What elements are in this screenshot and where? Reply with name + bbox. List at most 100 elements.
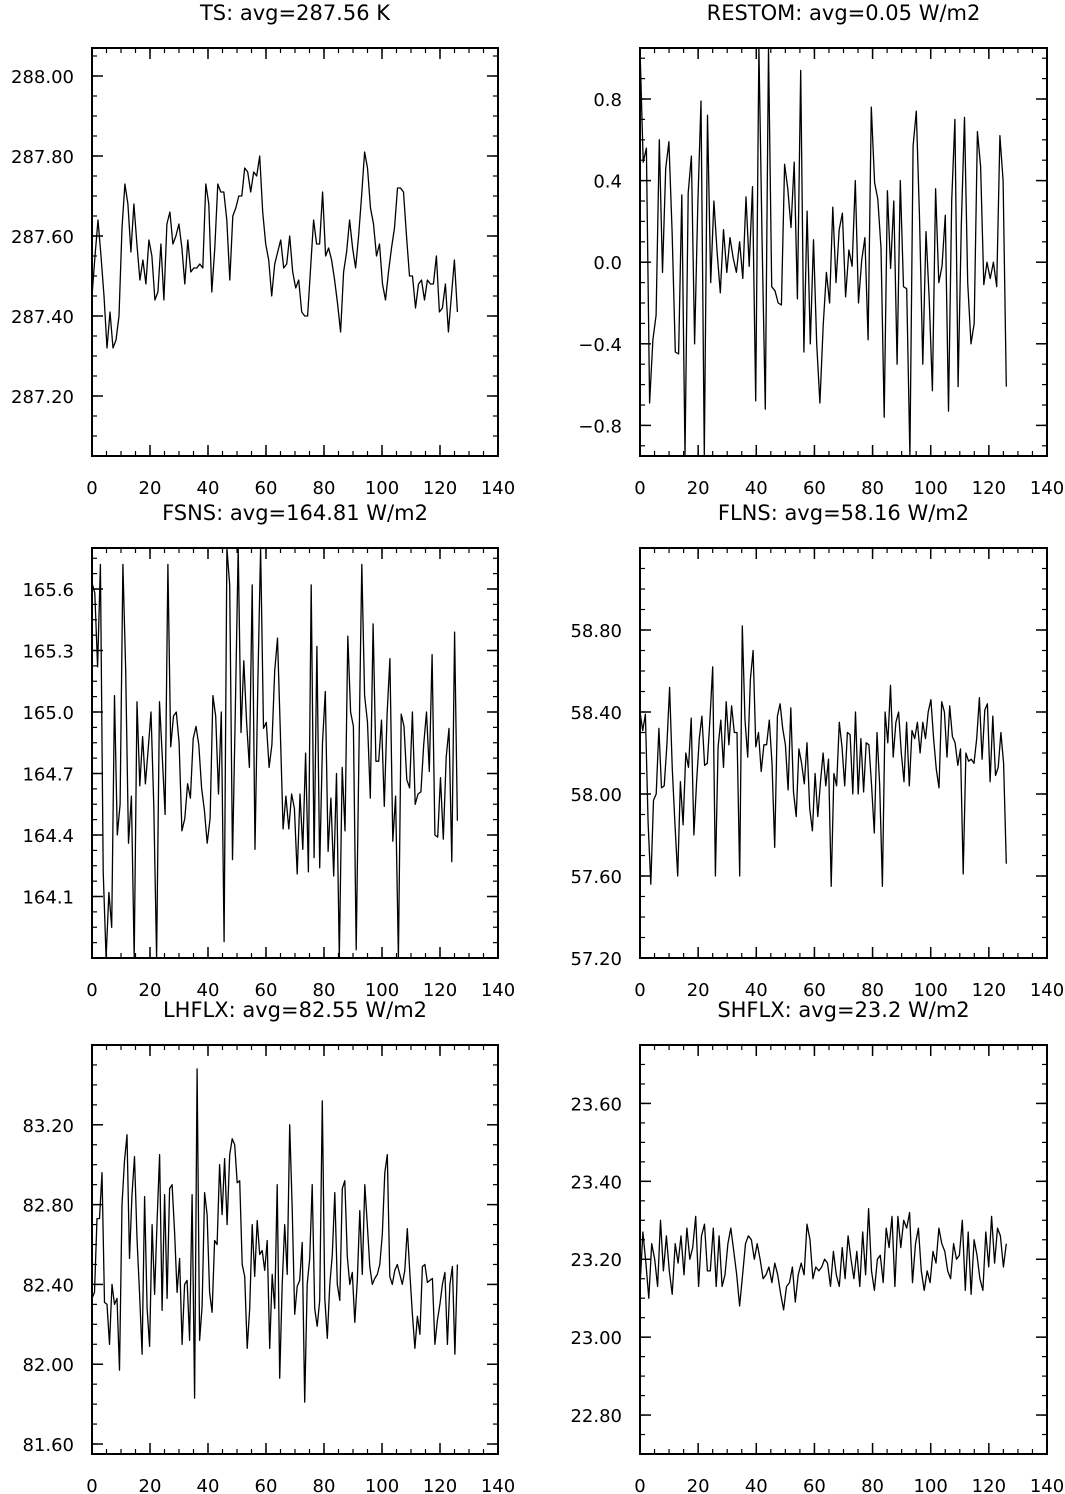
- y-tick-label: 82.40: [22, 1275, 74, 1296]
- x-tick-label: 100: [914, 478, 948, 499]
- x-tick-label: 100: [365, 1476, 399, 1494]
- chart-panel-2: RESTOM: avg=0.05 W/m2 0 20 40 60 80 100 120 140 −…: [578, 1, 1064, 499]
- y-tick-label: 287.80: [11, 147, 74, 168]
- x-tick-label: 40: [745, 980, 768, 1001]
- chart-panel-4: FLNS: avg=58.16 W/m2 0 20 40 60 80 100 120 140 57…: [570, 501, 1064, 1001]
- y-tick-label: −0.4: [578, 335, 622, 356]
- x-tick-label: 60: [803, 980, 826, 1001]
- x-tick-label: 0: [634, 1476, 645, 1494]
- x-tick-label: 80: [861, 980, 884, 1001]
- x-tick-label: 140: [1030, 478, 1064, 499]
- plot-frame: [639, 547, 1048, 959]
- y-tick-label: 23.00: [570, 1328, 622, 1349]
- y-tick-label: 22.80: [570, 1406, 622, 1427]
- plot-frame: [91, 1044, 499, 1455]
- x-tick-label: 0: [634, 980, 645, 1001]
- x-tick-label: 140: [481, 1476, 515, 1494]
- x-tick-label: 40: [197, 478, 220, 499]
- y-tick-label: 57.60: [570, 867, 622, 888]
- x-tick-label: 100: [365, 980, 399, 1001]
- y-tick-label: 165.0: [22, 703, 74, 724]
- series-line-1: [92, 1068, 459, 1403]
- x-tick-label: 120: [972, 980, 1006, 1001]
- x-tick-label: 80: [313, 980, 336, 1001]
- y-tick-label: 164.7: [22, 765, 74, 786]
- y-tick-label: 82.80: [22, 1196, 74, 1217]
- x-tick-label: 100: [914, 1476, 948, 1494]
- y-tick-label: 165.6: [22, 580, 74, 601]
- x-tick-label: 140: [481, 478, 515, 499]
- series-line-1: [92, 548, 459, 958]
- y-tick-label: 164.1: [22, 888, 74, 909]
- chart-title: SHFLX: avg=23.2 W/m2: [717, 998, 969, 1022]
- x-tick-label: 60: [803, 478, 826, 499]
- x-tick-label: 120: [423, 1476, 457, 1494]
- x-tick-label: 120: [423, 980, 457, 1001]
- x-tick-label: 60: [255, 980, 278, 1001]
- plot-frame: [639, 47, 1048, 457]
- x-tick-label: 60: [803, 1476, 826, 1494]
- y-tick-label: 23.40: [570, 1172, 622, 1193]
- x-tick-label: 0: [86, 1476, 97, 1494]
- y-tick-label: 23.20: [570, 1250, 622, 1271]
- chart-title: FLNS: avg=58.16 W/m2: [718, 501, 969, 525]
- x-tick-label: 20: [687, 478, 710, 499]
- chart-title: TS: avg=287.56 K: [199, 1, 391, 25]
- x-tick-label: 80: [313, 478, 336, 499]
- x-tick-label: 100: [914, 980, 948, 1001]
- x-tick-label: 140: [1030, 980, 1064, 1001]
- x-tick-label: 40: [197, 980, 220, 1001]
- y-tick-label: 287.40: [11, 307, 74, 328]
- plot-frame: [639, 1044, 1048, 1455]
- x-tick-label: 100: [365, 478, 399, 499]
- chart-title: RESTOM: avg=0.05 W/m2: [707, 1, 981, 25]
- x-tick-label: 140: [1030, 1476, 1064, 1494]
- x-tick-label: 0: [86, 478, 97, 499]
- y-tick-label: 165.3: [22, 642, 74, 663]
- plot-frame: [91, 47, 499, 457]
- y-tick-label: 288.00: [11, 67, 74, 88]
- x-tick-label: 140: [481, 980, 515, 1001]
- y-tick-label: 287.60: [11, 227, 74, 248]
- series-line-1: [640, 625, 1007, 887]
- series-line-1: [640, 48, 1007, 456]
- y-tick-label: −0.8: [578, 416, 622, 437]
- x-tick-label: 20: [139, 980, 162, 1001]
- chart-panel-6: SHFLX: avg=23.2 W/m2 0 20 40 60 80 100 120 140 22…: [570, 998, 1064, 1494]
- x-tick-label: 0: [86, 980, 97, 1001]
- x-tick-label: 40: [745, 478, 768, 499]
- y-tick-label: 164.4: [22, 826, 74, 847]
- x-tick-label: 0: [634, 478, 645, 499]
- chart-title: LHFLX: avg=82.55 W/m2: [163, 998, 427, 1022]
- series-line-1: [92, 151, 459, 349]
- x-tick-label: 20: [687, 980, 710, 1001]
- x-tick-label: 80: [861, 1476, 884, 1494]
- x-tick-label: 20: [687, 1476, 710, 1494]
- y-tick-label: 0.0: [593, 253, 622, 274]
- chart-panel-3: FSNS: avg=164.81 W/m2 0 20 40 60 80 100 120 140 1…: [22, 501, 515, 1001]
- y-tick-label: 287.20: [11, 387, 74, 408]
- y-tick-label: 0.4: [593, 172, 622, 193]
- series-line-1: [640, 1207, 1007, 1311]
- x-tick-label: 20: [139, 1476, 162, 1494]
- chart-title: FSNS: avg=164.81 W/m2: [162, 501, 428, 525]
- x-tick-label: 60: [255, 478, 278, 499]
- x-tick-label: 40: [197, 1476, 220, 1494]
- x-tick-label: 40: [745, 1476, 768, 1494]
- y-tick-label: 58.80: [570, 621, 622, 642]
- x-tick-label: 80: [861, 478, 884, 499]
- x-tick-label: 120: [972, 1476, 1006, 1494]
- y-tick-label: 23.60: [570, 1094, 622, 1115]
- y-tick-label: 0.8: [593, 90, 622, 111]
- chart-panel-1: TS: avg=287.56 K 0 20 40 60 80 100 120 140 287.20…: [11, 1, 515, 499]
- y-tick-label: 57.20: [570, 949, 622, 970]
- y-tick-label: 58.00: [570, 785, 622, 806]
- x-tick-label: 120: [972, 478, 1006, 499]
- y-tick-label: 83.20: [22, 1116, 74, 1137]
- chart-panel-5: LHFLX: avg=82.55 W/m2 0 20 40 60 80 100 120 140 8…: [22, 998, 515, 1494]
- y-tick-label: 81.60: [22, 1435, 74, 1456]
- x-tick-label: 20: [139, 478, 162, 499]
- x-tick-label: 80: [313, 1476, 336, 1494]
- y-tick-label: 58.40: [570, 703, 622, 724]
